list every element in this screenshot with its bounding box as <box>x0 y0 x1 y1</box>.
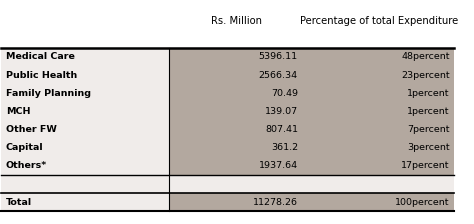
Bar <box>169 84 454 102</box>
Text: 1937.64: 1937.64 <box>259 161 298 170</box>
Text: 1percent: 1percent <box>407 107 449 116</box>
Text: 48percent: 48percent <box>401 52 449 61</box>
Bar <box>169 48 454 66</box>
Bar <box>1 193 169 211</box>
Text: 70.49: 70.49 <box>271 89 298 98</box>
Bar <box>169 102 454 121</box>
Text: 361.2: 361.2 <box>271 143 298 152</box>
Text: MCH: MCH <box>6 107 30 116</box>
Bar <box>1 175 169 193</box>
Bar <box>169 175 454 193</box>
Text: 807.41: 807.41 <box>265 125 298 134</box>
Text: Family Planning: Family Planning <box>6 89 91 98</box>
Text: Percentage of total Expenditure: Percentage of total Expenditure <box>300 16 458 26</box>
Bar <box>169 193 454 211</box>
Text: 3percent: 3percent <box>407 143 449 152</box>
Bar <box>1 157 169 175</box>
Text: Other FW: Other FW <box>6 125 57 134</box>
Text: Medical Care: Medical Care <box>6 52 75 61</box>
Text: 23percent: 23percent <box>401 71 449 80</box>
Text: Capital: Capital <box>6 143 44 152</box>
Text: 7percent: 7percent <box>407 125 449 134</box>
Text: Public Health: Public Health <box>6 71 77 80</box>
Text: Others*: Others* <box>6 161 47 170</box>
Text: 100percent: 100percent <box>395 198 449 207</box>
Text: 2566.34: 2566.34 <box>259 71 298 80</box>
Text: 139.07: 139.07 <box>265 107 298 116</box>
Text: 5396.11: 5396.11 <box>259 52 298 61</box>
Bar <box>1 48 169 66</box>
Bar <box>1 121 169 139</box>
Text: Rs. Million: Rs. Million <box>211 16 262 26</box>
Bar <box>169 157 454 175</box>
Bar <box>169 66 454 84</box>
Bar <box>169 121 454 139</box>
Bar <box>1 102 169 121</box>
Text: 17percent: 17percent <box>401 161 449 170</box>
Text: 11278.26: 11278.26 <box>253 198 298 207</box>
Text: Total: Total <box>6 198 32 207</box>
Bar <box>1 66 169 84</box>
Bar <box>169 139 454 157</box>
Bar <box>1 84 169 102</box>
Bar <box>1 139 169 157</box>
Text: 1percent: 1percent <box>407 89 449 98</box>
